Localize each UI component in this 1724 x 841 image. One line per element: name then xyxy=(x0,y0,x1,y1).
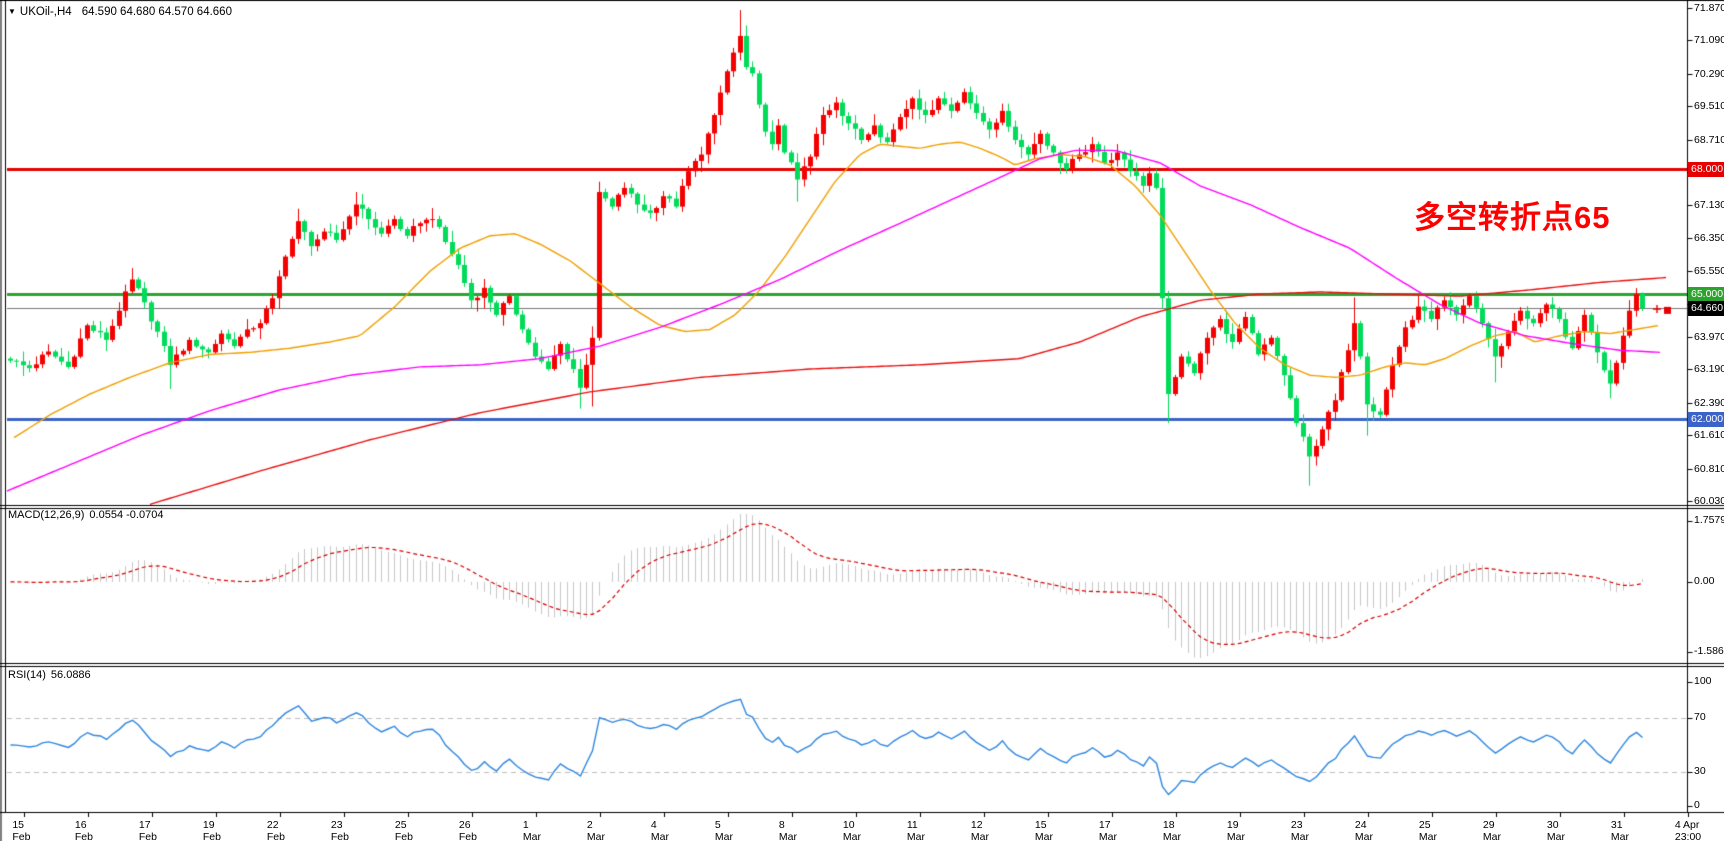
price-tick-label: 70.290 xyxy=(1694,67,1724,80)
price-tick-label: 60.810 xyxy=(1694,462,1724,475)
date-label: 19 Feb 01:00 xyxy=(202,819,221,841)
date-label: 22 Feb 04:00 xyxy=(266,819,285,841)
macd-name: MACD(12,26,9) xyxy=(8,509,85,521)
chart-annotation-text[interactable]: 多空转折点65 xyxy=(1414,200,1611,235)
date-label: 4 Mar 05:00 xyxy=(650,819,669,841)
hline-price-label: 65.000 xyxy=(1688,287,1724,302)
symbol-timeframe-label: UKOil-,H4 xyxy=(19,6,72,18)
date-label: 16 Feb 09:00 xyxy=(74,819,93,841)
price-tick-label: 69.510 xyxy=(1694,99,1724,112)
macd-tick-label: 1.7579 xyxy=(1694,514,1724,526)
date-label: 4 Apr 23:00 xyxy=(1674,819,1702,841)
date-label: 25 Mar 16:00 xyxy=(1418,819,1437,841)
macd-indicator-label: MACD(12,26,9) 0.0554 -0.0704 xyxy=(8,509,168,521)
date-label: 12 Mar 17:00 xyxy=(970,819,989,841)
price-tick-label: 62.390 xyxy=(1694,396,1724,409)
date-label: 18 Mar 12:00 xyxy=(1162,819,1181,841)
ohlc-readout: 64.590 64.680 64.570 64.660 xyxy=(81,6,232,18)
price-tick-label: 67.130 xyxy=(1694,198,1724,211)
rsi-tick-label: 70 xyxy=(1694,711,1706,723)
date-label: 5 Mar 13:00 xyxy=(714,819,733,841)
date-label: 31 Mar 16:00 xyxy=(1610,819,1629,841)
date-label: 24 Mar 08:00 xyxy=(1354,819,1373,841)
rsi-value: 56.0886 xyxy=(50,669,91,681)
date-label: 25 Feb 01:00 xyxy=(394,819,413,841)
date-label: 23 Mar 00:00 xyxy=(1290,819,1309,841)
macd-tick-label: -1.5867 xyxy=(1694,645,1724,657)
date-label: 11 Mar 09:00 xyxy=(906,819,925,841)
current-price-label: 64.660 xyxy=(1688,301,1724,316)
price-tick-label: 66.350 xyxy=(1694,231,1724,244)
hline-price-label: 68.000 xyxy=(1688,162,1724,177)
date-label: 19 Mar 20:00 xyxy=(1226,819,1245,841)
date-label: 30 Mar 08:00 xyxy=(1546,819,1565,841)
rsi-name: RSI(14) xyxy=(8,669,46,681)
rsi-tick-label: 0 xyxy=(1694,799,1700,811)
hline-price-label: 62.000 xyxy=(1688,412,1724,427)
rsi-indicator-label: RSI(14) 56.0886 xyxy=(8,669,96,681)
date-label: 15 Mar 20:00 xyxy=(1034,819,1053,841)
price-tick-label: 65.550 xyxy=(1694,264,1724,277)
macd-tick-label: 0.00 xyxy=(1694,575,1715,587)
date-label: 10 Mar 01:00 xyxy=(842,819,861,841)
date-label: 2 Mar 21:00 xyxy=(586,819,605,841)
rsi-tick-label: 30 xyxy=(1694,765,1706,777)
price-tick-label: 71.090 xyxy=(1694,33,1724,46)
price-tick-label: 60.030 xyxy=(1694,494,1724,507)
date-label: 17 Feb 17:00 xyxy=(138,819,157,841)
date-label: 15 Feb 2021 xyxy=(12,819,31,841)
macd-values: 0.0554 -0.0704 xyxy=(89,509,164,521)
date-label: 17 Mar 04:00 xyxy=(1098,819,1117,841)
price-tick-label: 71.870 xyxy=(1694,1,1724,14)
price-tick-label: 68.710 xyxy=(1694,133,1724,146)
date-label: 29 Mar 00:00 xyxy=(1482,819,1501,841)
rsi-tick-label: 100 xyxy=(1694,675,1712,687)
date-label: 26 Feb 09:00 xyxy=(458,819,477,841)
price-tick-label: 63.190 xyxy=(1694,362,1724,375)
price-tick-label: 61.610 xyxy=(1694,428,1724,441)
date-label: 8 Mar 16:00 xyxy=(778,819,797,841)
symbol-dropdown-icon[interactable]: ▼ xyxy=(8,7,16,16)
date-label: 23 Feb 13:00 xyxy=(330,819,349,841)
price-tick-label: 63.970 xyxy=(1694,330,1724,343)
date-label: 1 Mar 12:00 xyxy=(522,819,541,841)
chart-title: ▼ UKOil-,H4 64.590 64.680 64.570 64.660 xyxy=(8,6,232,18)
